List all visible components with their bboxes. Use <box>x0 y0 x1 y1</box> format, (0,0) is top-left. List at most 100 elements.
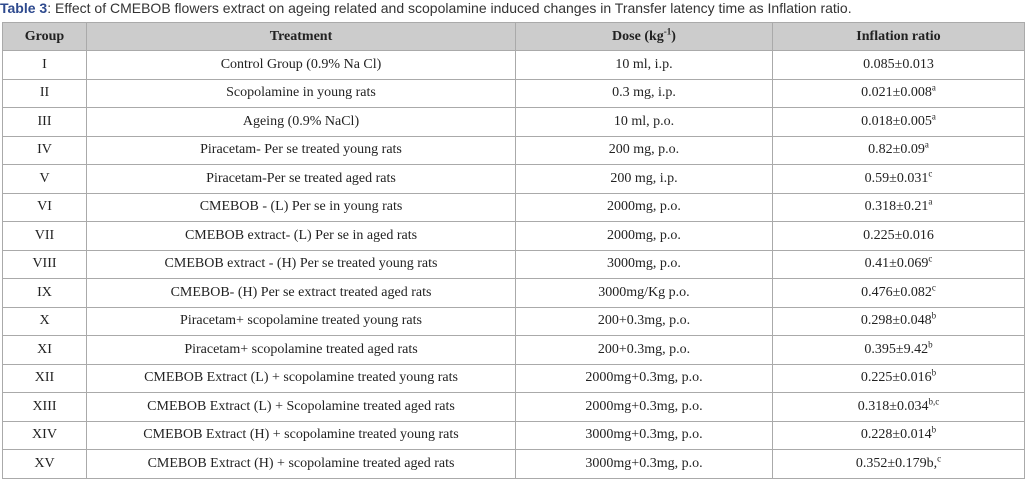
group-cell: VI <box>2 192 87 222</box>
inflation-ratio-value: 0.476±0.082 <box>861 284 932 300</box>
table-row: IX CMEBOB- (H) Per se extract treated age… <box>2 278 1025 308</box>
inflation-ratio-cell: 0.82±0.09a <box>772 135 1025 165</box>
treatment-cell: CMEBOB Extract (L) + Scopolamine treated… <box>86 392 516 422</box>
inflation-ratio-cell: 0.395±9.42b <box>772 335 1025 365</box>
treatment-cell: CMEBOB - (L) Per se in young rats <box>86 192 516 222</box>
dose-cell: 200 mg, i.p. <box>515 164 773 194</box>
table-row: XII CMEBOB Extract (L) + scopolamine trea… <box>2 363 1025 393</box>
group-cell: VII <box>2 221 87 251</box>
treatment-cell: CMEBOB extract - (H) Per se treated youn… <box>86 249 516 279</box>
inflation-ratio-value: 0.318±0.034 <box>857 398 929 414</box>
dose-cell: 200 mg, p.o. <box>515 135 773 165</box>
dose-cell: 2000mg, p.o. <box>515 192 773 222</box>
significance-superscript: c <box>928 168 933 179</box>
inflation-ratio-cell: 0.41±0.069c <box>772 249 1025 279</box>
treatment-cell: Piracetam+ scopolamine treated aged rats <box>86 335 516 365</box>
inflation-ratio-cell: 0.318±0.21a <box>772 192 1025 222</box>
group-cell: III <box>2 107 87 137</box>
treatment-cell: Scopolamine in young rats <box>86 78 516 108</box>
table-row: XV CMEBOB Extract (H) + scopolamine treat… <box>2 449 1025 479</box>
dose-cell: 2000mg+0.3mg, p.o. <box>515 392 773 422</box>
inflation-ratio-cell: 0.225±0.016b <box>772 363 1025 393</box>
dose-cell: 3000mg/Kg p.o. <box>515 278 773 308</box>
group-cell: XV <box>2 449 87 479</box>
table-caption-label: Table 3 <box>0 0 48 16</box>
inflation-ratio-value: 0.395±9.42 <box>864 341 929 357</box>
table-caption-text: : Effect of CMEBOB flowers extract on ag… <box>47 0 852 16</box>
group-cell: IV <box>2 135 87 165</box>
treatment-cell: CMEBOB extract- (L) Per se in aged rats <box>86 221 516 251</box>
inflation-ratio-value: 0.021±0.008 <box>861 85 932 101</box>
significance-superscript: a <box>931 82 936 93</box>
dose-cell: 0.3 mg, i.p. <box>515 78 773 108</box>
significance-superscript: c <box>928 253 933 264</box>
inflation-ratio-cell: 0.021±0.008a <box>772 78 1025 108</box>
inflation-ratio-value: 0.228±0.014 <box>860 427 932 443</box>
inflation-ratio-value: 0.352±0.179b, <box>855 455 938 471</box>
inflation-ratio-value: 0.085±0.013 <box>863 56 934 72</box>
header-treatment: Treatment <box>86 22 516 51</box>
header-dose-superscript: -1 <box>663 25 672 36</box>
treatment-cell: Piracetam-Per se treated aged rats <box>86 164 516 194</box>
group-cell: V <box>2 164 87 194</box>
dose-cell: 200+0.3mg, p.o. <box>515 335 773 365</box>
dose-cell: 10 ml, i.p. <box>515 50 773 80</box>
inflation-ratio-value: 0.41±0.069 <box>864 256 929 272</box>
treatment-cell: Piracetam- Per se treated young rats <box>86 135 516 165</box>
table-row: VIII CMEBOB extract - (H) Per se treated … <box>2 249 1025 279</box>
significance-superscript: a <box>928 196 933 207</box>
results-table: Group Treatment Dose (kg-1) Inflation ra… <box>2 22 1025 479</box>
significance-superscript: b <box>931 310 937 321</box>
table-row: IV Piracetam- Per se treated young rats 20… <box>2 135 1025 165</box>
inflation-ratio-value: 0.298±0.048 <box>860 313 932 329</box>
inflation-ratio-value: 0.318±0.21 <box>864 199 929 215</box>
group-cell: I <box>2 50 87 80</box>
inflation-ratio-cell: 0.298±0.048b <box>772 306 1025 336</box>
table-header-row: Group Treatment Dose (kg-1) Inflation ra… <box>2 22 1025 51</box>
inflation-ratio-value: 0.82±0.09 <box>868 142 925 158</box>
dose-cell: 2000mg, p.o. <box>515 221 773 251</box>
treatment-cell: CMEBOB Extract (H) + scopolamine treated… <box>86 420 516 450</box>
group-cell: II <box>2 78 87 108</box>
significance-superscript: c <box>937 453 942 464</box>
dose-cell: 3000mg+0.3mg, p.o. <box>515 449 773 479</box>
inflation-ratio-cell: 0.352±0.179b,c <box>772 449 1025 479</box>
inflation-ratio-cell: 0.318±0.034b,c <box>772 392 1025 422</box>
treatment-cell: CMEBOB Extract (H) + scopolamine treated… <box>86 449 516 479</box>
significance-superscript: b <box>931 424 937 435</box>
table-row: I Control Group (0.9% Na Cl) 10 ml, i.p. 0.… <box>2 50 1025 80</box>
significance-superscript: c <box>931 282 936 293</box>
treatment-cell: CMEBOB Extract (L) + scopolamine treated… <box>86 363 516 393</box>
inflation-ratio-cell: 0.018±0.005a <box>772 107 1025 137</box>
group-cell: VIII <box>2 249 87 279</box>
header-dose: Dose (kg-1) <box>515 22 773 51</box>
treatment-cell: CMEBOB- (H) Per se extract treated aged … <box>86 278 516 308</box>
significance-superscript: b,c <box>928 396 940 407</box>
inflation-ratio-cell: 0.225±0.016 <box>772 221 1025 251</box>
dose-cell: 200+0.3mg, p.o. <box>515 306 773 336</box>
group-cell: XII <box>2 363 87 393</box>
inflation-ratio-value: 0.018±0.005 <box>861 113 932 129</box>
table-row: XI Piracetam+ scopolamine treated aged ra… <box>2 335 1025 365</box>
dose-cell: 3000mg+0.3mg, p.o. <box>515 420 773 450</box>
table-row: II Scopolamine in young rats 0.3 mg, i.p. 0… <box>2 78 1025 108</box>
treatment-cell: Control Group (0.9% Na Cl) <box>86 50 516 80</box>
significance-superscript: a <box>931 111 936 122</box>
table-row: XIV CMEBOB Extract (H) + scopolamine trea… <box>2 420 1025 450</box>
dose-cell: 2000mg+0.3mg, p.o. <box>515 363 773 393</box>
treatment-cell: Ageing (0.9% NaCl) <box>86 107 516 137</box>
group-cell: IX <box>2 278 87 308</box>
group-cell: XI <box>2 335 87 365</box>
inflation-ratio-cell: 0.476±0.082c <box>772 278 1025 308</box>
header-dose-close: ) <box>671 28 676 44</box>
table-body: I Control Group (0.9% Na Cl) 10 ml, i.p. 0.… <box>2 50 1025 479</box>
inflation-ratio-cell: 0.228±0.014b <box>772 420 1025 450</box>
treatment-cell: Piracetam+ scopolamine treated young rat… <box>86 306 516 336</box>
significance-superscript: a <box>924 139 929 150</box>
dose-cell: 10 ml, p.o. <box>515 107 773 137</box>
table-row: VI CMEBOB - (L) Per se in young rats 2000m… <box>2 192 1025 222</box>
dose-cell: 3000mg, p.o. <box>515 249 773 279</box>
header-inflation-ratio: Inflation ratio <box>772 22 1025 51</box>
table-row: V Piracetam-Per se treated aged rats 200 m… <box>2 164 1025 194</box>
table-row: XIII CMEBOB Extract (L) + Scopolamine tre… <box>2 392 1025 422</box>
